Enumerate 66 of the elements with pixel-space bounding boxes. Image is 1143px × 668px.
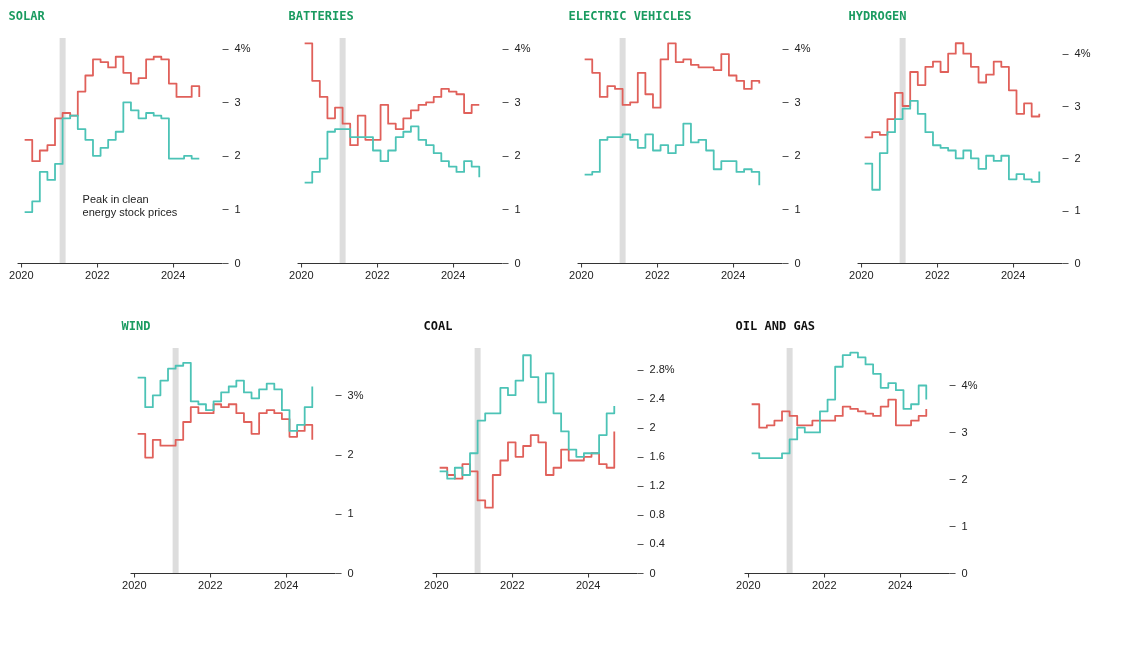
y-tick-label: 4%: [794, 42, 811, 55]
y-tick-label: 3: [961, 425, 968, 438]
y-tick-label: 2: [514, 149, 521, 162]
y-tick-label: 1: [961, 519, 968, 532]
y-tick-label: 0: [514, 256, 521, 269]
y-tick-label: 0: [1074, 256, 1081, 269]
y-tick-label: 0.8: [649, 508, 665, 521]
y-tick-label: 2: [1074, 151, 1081, 164]
x-tick-label: 2020: [569, 268, 594, 281]
x-tick-label: 2024: [720, 268, 746, 281]
chart-title: ELECTRIC VEHICLES: [568, 9, 692, 23]
x-tick-label: 2020: [424, 578, 449, 591]
y-tick-label: 3: [234, 95, 241, 108]
y-tick-label: 3: [514, 95, 521, 108]
x-tick-label: 2022: [925, 268, 950, 281]
y-tick-label: 2.4: [649, 392, 665, 405]
y-tick-label: 2: [347, 448, 354, 461]
chart-title: COAL: [423, 319, 453, 333]
y-tick-label: 4%: [514, 42, 531, 55]
x-tick-label: 2022: [812, 578, 837, 591]
x-tick-label: 2024: [440, 268, 466, 281]
x-tick-label: 2020: [849, 268, 874, 281]
x-tick-label: 2024: [887, 578, 913, 591]
y-tick-label: 2.8%: [649, 363, 675, 376]
x-tick-label: 2022: [198, 578, 223, 591]
x-tick-label: 2022: [645, 268, 670, 281]
x-tick-label: 2022: [500, 578, 525, 591]
y-tick-label: 2: [234, 149, 241, 162]
x-tick-label: 2020: [122, 578, 147, 591]
y-tick-label: 4%: [1074, 47, 1091, 60]
y-tick-label: 2: [794, 149, 801, 162]
y-tick-label: 0: [794, 256, 801, 269]
y-tick-label: 0: [347, 566, 354, 579]
y-tick-label: 2: [649, 421, 656, 434]
chart-title: WIND: [121, 319, 151, 333]
y-tick-label: 4%: [961, 379, 978, 391]
y-tick-label: 1.6: [649, 450, 665, 463]
x-tick-label: 2020: [9, 268, 34, 281]
y-tick-label: 2: [961, 472, 968, 485]
y-tick-label: 1: [347, 507, 354, 520]
y-tick-label: 0: [234, 256, 241, 269]
chart-title: HYDROGEN: [848, 9, 907, 23]
x-tick-label: 2022: [365, 268, 390, 281]
x-tick-label: 2024: [273, 578, 299, 591]
chart-title: SOLAR: [8, 9, 46, 23]
y-tick-label: 1: [234, 202, 241, 215]
x-tick-label: 2022: [85, 268, 110, 281]
y-tick-label: 1.2: [649, 479, 665, 492]
chart-title: OIL AND GAS: [735, 319, 816, 333]
y-tick-label: 0.4: [649, 537, 665, 550]
y-tick-label: 1: [794, 202, 801, 215]
x-tick-label: 2020: [289, 268, 314, 281]
y-tick-label: 4%: [234, 42, 251, 55]
y-tick-label: 0: [961, 566, 968, 579]
ref-line-label: Peak in clean energy stock prices: [82, 193, 178, 218]
x-tick-label: 2024: [160, 268, 186, 281]
y-tick-label: 3%: [347, 388, 364, 401]
y-tick-label: 1: [514, 202, 521, 215]
chart-title: BATTERIES: [288, 9, 354, 23]
y-tick-label: 3: [794, 95, 801, 108]
x-tick-label: 2020: [736, 578, 761, 591]
x-tick-label: 2024: [1000, 268, 1026, 281]
y-tick-label: 3: [1074, 99, 1081, 112]
y-tick-label: 0: [649, 566, 656, 579]
x-tick-label: 2024: [575, 578, 601, 591]
y-tick-label: 1: [1074, 204, 1081, 217]
